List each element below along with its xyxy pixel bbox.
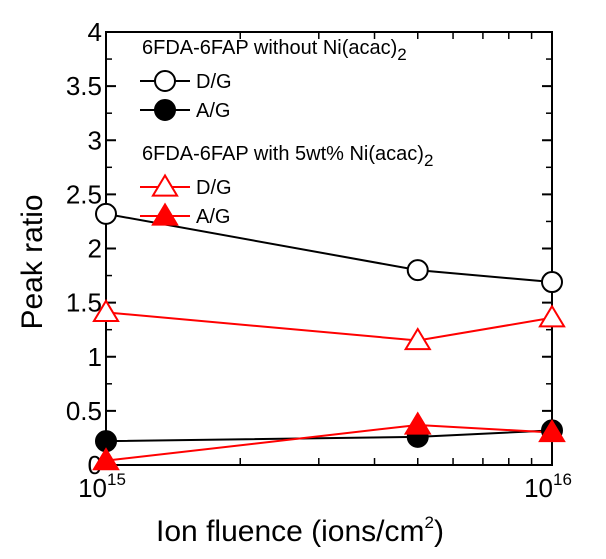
legend-group-title: 6FDA-6FAP without Ni(acac)2	[142, 37, 407, 64]
series-point-3	[92, 447, 120, 471]
legend-group-title-text: 6FDA-6FAP with 5wt% Ni(acac)	[142, 143, 424, 165]
y-tick-label: 2.5	[66, 179, 102, 209]
x-tick-label: 1015	[78, 470, 126, 503]
legend-label-3: A/G	[196, 206, 230, 228]
plot-series	[92, 202, 566, 471]
series-point-2	[92, 298, 120, 322]
series-point-0	[541, 271, 563, 294]
legend-group-title: 6FDA-6FAP with 5wt% Ni(acac)2	[142, 143, 433, 170]
x-tick-label-base: 10	[524, 473, 553, 503]
x-tick-label-exp: 15	[107, 470, 126, 489]
x-axis-title-main: Ion fluence (ions/cm	[156, 515, 424, 548]
legend-group-title-sub: 2	[424, 151, 433, 170]
x-tick-label-base: 10	[78, 473, 107, 503]
y-tick-label: 0	[88, 450, 102, 480]
plot-frame	[105, 31, 553, 466]
y-tick-label: 3.5	[66, 71, 102, 101]
legend-marker-0	[154, 70, 176, 92]
x-tick-label-exp: 16	[553, 470, 572, 489]
series-line-2	[105, 311, 553, 342]
y-tick-label: 3	[88, 125, 102, 155]
legend-marker-3	[151, 202, 179, 226]
series-point-3	[403, 411, 432, 435]
y-axis-title: Peak ratio	[16, 194, 49, 329]
y-tick-label: 0.5	[66, 396, 102, 426]
series-point-2	[403, 327, 432, 351]
legend-label-2: D/G	[196, 177, 232, 199]
y-tick-label: 1.5	[66, 288, 102, 318]
series-point-0	[95, 202, 117, 225]
legend-marker-1	[154, 99, 176, 121]
legend-group-title-text: 6FDA-6FAP without Ni(acac)	[142, 37, 397, 59]
x-axis-title-sup: 2	[425, 513, 434, 532]
y-tick-label: 2	[88, 234, 102, 264]
x-axis-title: Ion fluence (ions/cm2)	[156, 513, 444, 548]
legend-label-0: D/G	[196, 71, 232, 93]
x-axis-title-end: )	[434, 515, 444, 548]
y-tick-label: 1	[88, 342, 102, 372]
legend: 6FDA-6FAP without Ni(acac)2D/GA/G6FDA-6F…	[140, 37, 433, 228]
series-line-3	[105, 423, 553, 462]
series-point-3	[538, 419, 566, 443]
legend-label-1: A/G	[196, 100, 230, 122]
series-point-0	[406, 259, 429, 282]
legend-group-title-sub: 2	[397, 45, 406, 64]
series-point-2	[538, 304, 566, 328]
x-tick-label: 1016	[524, 470, 572, 503]
legend-marker-2	[151, 173, 179, 197]
y-tick-label: 4	[88, 17, 102, 47]
